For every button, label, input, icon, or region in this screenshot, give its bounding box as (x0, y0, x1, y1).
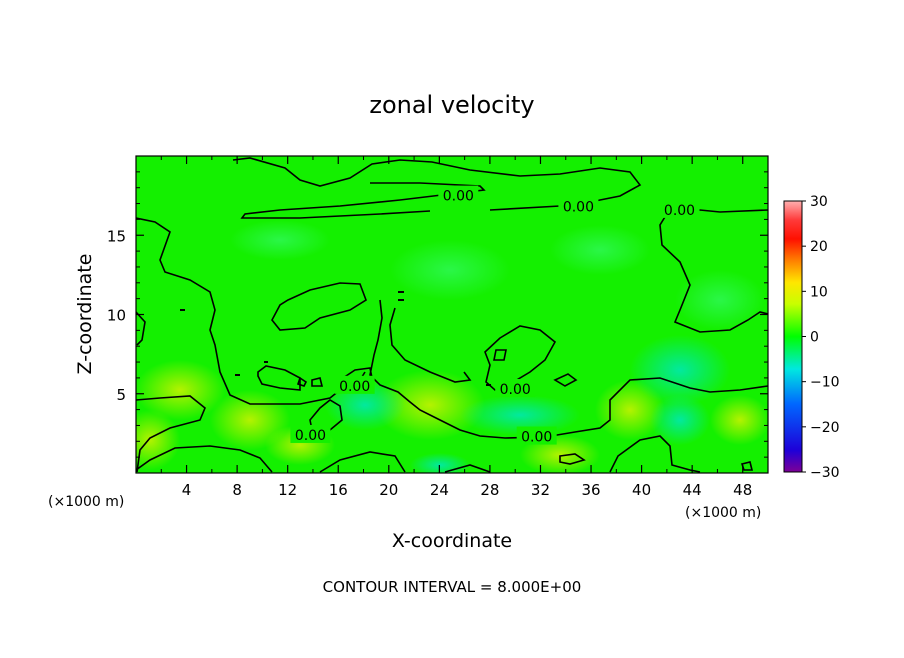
x-tick-label: 28 (480, 481, 499, 499)
contour-labels: 0.00 0.00 0.00 0.00 0.00 0.00 0.00 (290, 185, 700, 446)
y-tick-label: 10 (107, 307, 126, 325)
y-tick-label: 5 (116, 386, 126, 404)
x-axis-label: X-coordinate (392, 530, 512, 552)
x-tick-label: 48 (733, 481, 752, 499)
colorbar-tick-label: −20 (810, 420, 840, 436)
contour-label-mask (659, 199, 700, 218)
x-unit-right: (×1000 m) (685, 505, 761, 521)
contour-label: 0.00 (500, 382, 531, 398)
contour-label: 0.00 (664, 203, 695, 219)
contour-label: 0.00 (521, 430, 552, 446)
contour-label-mask (290, 424, 331, 443)
colorbar-tick-label: 0 (810, 330, 819, 346)
colorbar-scale (783, 200, 803, 473)
x-axis: 4 8 12 16 20 24 28 32 36 40 44 48 (160, 156, 752, 499)
x-unit-left: (×1000 m) (48, 494, 124, 510)
x-tick-label: 12 (278, 481, 297, 499)
contour-label-mask (495, 378, 536, 397)
contour-label-mask (438, 185, 479, 204)
colorbar-tick-label: −30 (810, 465, 840, 481)
x-tick-label: 20 (379, 481, 398, 499)
x-tick-label: 32 (531, 481, 550, 499)
x-tick-label: 24 (430, 481, 449, 499)
contour-label-mask (334, 375, 375, 394)
y-axis: 5 10 15 (107, 171, 768, 458)
x-tick-label: 44 (683, 481, 702, 499)
colorbar-tick-label: −10 (810, 375, 840, 391)
colorbar-ticks: 30 20 10 0 −10 −20 −30 (802, 194, 840, 481)
field-shading (136, 220, 768, 473)
contour-label-mask (516, 426, 557, 445)
contour-label: 0.00 (563, 200, 594, 216)
x-tick-label: 40 (632, 481, 651, 499)
x-tick-label: 8 (232, 481, 242, 499)
zero-contours (136, 157, 768, 473)
colorbar-tick-label: 30 (810, 194, 828, 210)
chart-title: zonal velocity (369, 91, 534, 119)
contour-label: 0.00 (443, 189, 474, 205)
colorbar-tick-label: 20 (810, 239, 828, 255)
colorbar: 30 20 10 0 −10 −20 −30 (783, 194, 840, 481)
contour-label-mask (558, 196, 599, 215)
x-tick-label: 16 (329, 481, 348, 499)
contour-label: 0.00 (295, 428, 326, 444)
plot-area: 0.00 0.00 0.00 0.00 0.00 0.00 0.00 (136, 156, 768, 473)
y-tick-label: 15 (107, 227, 126, 245)
y-axis-label: Z-coordinate (74, 254, 96, 375)
x-tick-label: 36 (581, 481, 600, 499)
contour-label: 0.00 (339, 379, 370, 395)
colorbar-tick-label: 10 (810, 284, 828, 300)
x-tick-label: 4 (182, 481, 192, 499)
contour-interval-note: CONTOUR INTERVAL = 8.000E+00 (323, 578, 582, 596)
